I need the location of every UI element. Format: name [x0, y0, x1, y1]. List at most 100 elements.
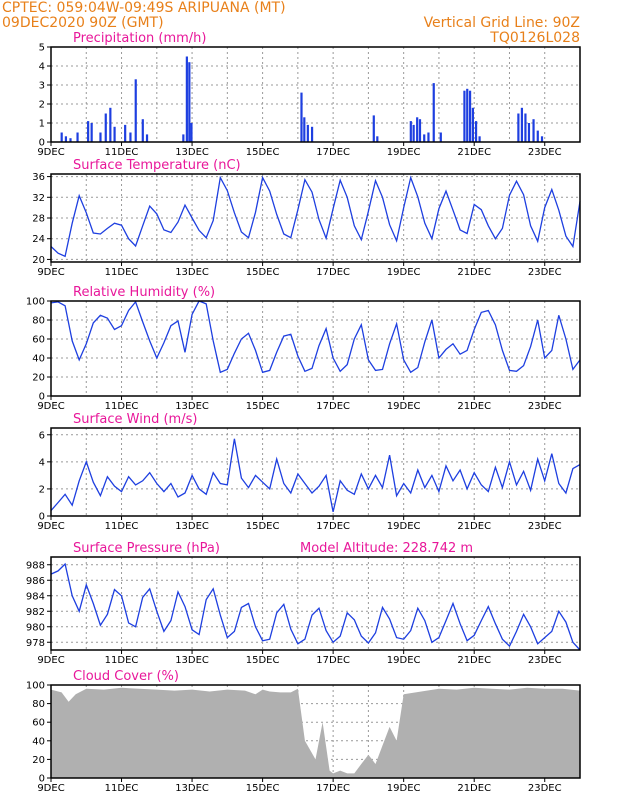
cloud-cover-xtick-label: 23DEC — [528, 783, 562, 794]
precipitation-bar — [60, 132, 63, 142]
surface-temperature-xtick-label: 15DEC — [246, 267, 280, 278]
precipitation-bar — [90, 123, 93, 142]
precipitation-bar — [129, 132, 132, 142]
surface-wind-ytick-label: 6 — [39, 430, 45, 441]
relative-humidity-panel: Relative Humidity (%) 0 20 40 60 80 100 9DEC 11D… — [26, 285, 581, 412]
precipitation-bar — [109, 107, 112, 142]
surface-temperature-xtick-label: 13DEC — [175, 267, 209, 278]
header-location: CPTEC: 059:04W-09:49S ARIPUANA (MT) — [2, 0, 286, 16]
surface-temperature-xtick-label: 19DEC — [387, 267, 421, 278]
surface-temperature-title: Surface Temperature (nC) — [73, 158, 241, 173]
relative-humidity-xtick-label: 17DEC — [316, 401, 350, 412]
cloud-cover-xtick-label: 19DEC — [387, 783, 421, 794]
surface-pressure-title: Surface Pressure (hPa) — [73, 541, 220, 556]
relative-humidity-series-line — [50, 300, 581, 374]
relative-humidity-xtick-label: 9DEC — [37, 401, 64, 412]
precipitation-bar — [478, 136, 481, 142]
precipitation-bar — [124, 124, 127, 142]
surface-wind-panel: Surface Wind (m/s) 0 2 4 6 9DEC 11DEC 13DEC 15DE… — [37, 412, 581, 532]
precipitation-xtick-label: 21DEC — [457, 147, 491, 158]
cloud-cover-title: Cloud Cover (%) — [73, 669, 179, 684]
cloud-cover-frame — [50, 684, 581, 779]
cloud-cover-xtick-label: 13DEC — [175, 783, 209, 794]
surface-wind-xtick-label: 9DEC — [37, 521, 64, 532]
precipitation-bar — [182, 134, 185, 142]
surface-wind-series-line — [50, 438, 581, 513]
precipitation-bar — [76, 132, 79, 142]
precipitation-bar — [463, 90, 466, 142]
surface-pressure-ytick-label: 984 — [26, 591, 45, 602]
surface-wind-xtick-label: 13DEC — [175, 521, 209, 532]
precipitation-bar — [532, 119, 535, 142]
surface-pressure-ytick-label: 978 — [26, 638, 45, 649]
precipitation-bar — [87, 121, 90, 142]
cloud-cover-xtick-label: 9DEC — [37, 783, 64, 794]
surface-temperature-ytick-label: 36 — [32, 172, 45, 183]
precipitation-xtick-label: 17DEC — [316, 147, 350, 158]
surface-pressure-series-line — [50, 562, 581, 651]
precipitation-bar — [466, 88, 469, 142]
precipitation-bar — [372, 115, 375, 142]
precipitation-bar — [418, 119, 422, 142]
cloud-cover-ytick-label: 60 — [32, 718, 45, 729]
surface-temperature-xtick-label: 21DEC — [457, 267, 491, 278]
surface-wind-ytick-label: 0 — [39, 512, 45, 523]
surface-wind-xtick-label: 19DEC — [387, 521, 421, 532]
cloud-cover-ytick-label: 20 — [32, 755, 45, 766]
precipitation-ytick-label: 0 — [39, 138, 45, 149]
precipitation-title: Precipitation (mm/h) — [73, 31, 206, 46]
precipitation-bar — [536, 130, 539, 142]
surface-pressure-xtick-label: 23DEC — [528, 655, 562, 666]
precipitation-bar — [145, 134, 149, 142]
cloud-cover-ytick-label: 0 — [39, 774, 45, 785]
header-run-date: 09DEC2020 90Z (GMT) — [2, 15, 164, 31]
relative-humidity-ytick-label: 80 — [32, 316, 45, 327]
precipitation-panel: Precipitation (mm/h) 0 1 2 3 4 5 9DEC 11DEC 13DEC… — [37, 31, 581, 158]
relative-humidity-xtick-label: 13DEC — [175, 401, 209, 412]
precipitation-bar — [190, 123, 193, 142]
relative-humidity-xtick-label: 11DEC — [105, 401, 139, 412]
precipitation-bar — [69, 138, 72, 142]
precipitation-bar — [524, 113, 527, 142]
precipitation-bar — [185, 56, 188, 142]
surface-pressure-xtick-label: 9DEC — [37, 655, 64, 666]
surface-pressure-ytick-label: 982 — [26, 607, 45, 618]
surface-wind-xtick-label: 11DEC — [105, 521, 139, 532]
cloud-cover-panel: Cloud Cover (%) 0 20 40 60 80 100 9DEC 11DEC 13DE… — [26, 669, 581, 794]
precipitation-bar — [134, 79, 137, 142]
surface-wind-frame — [50, 427, 581, 517]
precipitation-xtick-label: 15DEC — [246, 147, 280, 158]
precipitation-ytick-label: 4 — [39, 62, 45, 73]
cloud-cover-ytick-label: 80 — [32, 699, 45, 710]
relative-humidity-xtick-label: 21DEC — [457, 401, 491, 412]
relative-humidity-ytick-label: 60 — [32, 335, 45, 346]
precipitation-bar — [310, 126, 314, 142]
precipitation-bar — [527, 123, 531, 142]
precipitation-bar — [99, 132, 102, 142]
surface-temperature-xtick-label: 17DEC — [316, 267, 350, 278]
relative-humidity-ytick-label: 0 — [39, 392, 45, 403]
precipitation-bar — [439, 132, 442, 142]
header-grid-note: Vertical Grid Line: 90Z — [424, 15, 580, 31]
surface-temperature-ytick-label: 24 — [32, 234, 45, 245]
precipitation-xtick-label: 9DEC — [37, 147, 64, 158]
precipitation-bar — [432, 83, 435, 142]
surface-pressure-ytick-label: 988 — [26, 560, 45, 571]
precipitation-bar — [113, 126, 116, 142]
precipitation-bar — [474, 121, 478, 142]
surface-temperature-ytick-label: 20 — [32, 255, 45, 266]
surface-wind-xtick-label: 21DEC — [457, 521, 491, 532]
relative-humidity-ytick-label: 100 — [26, 297, 45, 308]
cloud-cover-ytick-label: 100 — [26, 681, 45, 692]
precipitation-bar — [300, 92, 303, 142]
precipitation-ytick-label: 3 — [39, 81, 45, 92]
surface-temperature-xtick-label: 11DEC — [105, 267, 139, 278]
cloud-cover-xtick-label: 21DEC — [457, 783, 491, 794]
surface-wind-ytick-label: 4 — [39, 457, 45, 468]
precipitation-ytick-label: 2 — [39, 100, 45, 111]
relative-humidity-xtick-label: 19DEC — [387, 401, 421, 412]
relative-humidity-ytick-label: 20 — [32, 373, 45, 384]
precipitation-bar — [517, 113, 520, 142]
precipitation-xtick-label: 11DEC — [105, 147, 139, 158]
